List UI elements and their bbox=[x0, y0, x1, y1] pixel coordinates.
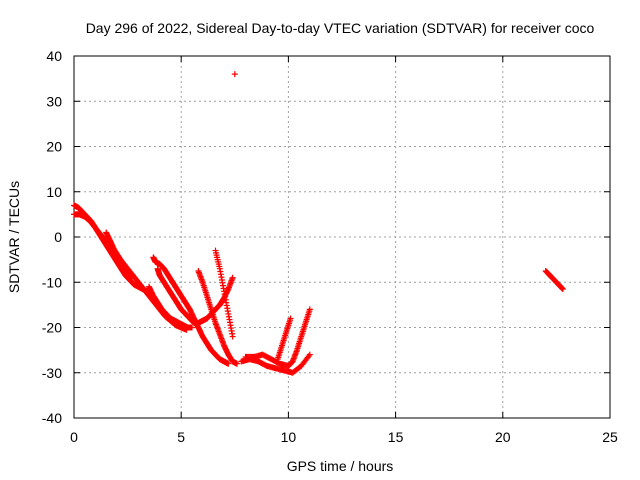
y-tick-label: 30 bbox=[46, 93, 62, 109]
grid-lines bbox=[74, 56, 610, 418]
y-tick-label: 40 bbox=[46, 48, 62, 64]
x-tick-label: 25 bbox=[602, 429, 618, 445]
chart-title: Day 296 of 2022, Sidereal Day-to-day VTE… bbox=[86, 20, 595, 36]
data-point bbox=[306, 306, 313, 313]
x-tick-label: 0 bbox=[70, 429, 78, 445]
data-point bbox=[233, 360, 240, 367]
data-point bbox=[306, 351, 313, 358]
y-tick-label: -30 bbox=[42, 365, 62, 381]
y-tick-label: -20 bbox=[42, 320, 62, 336]
x-tick-label: 20 bbox=[495, 429, 511, 445]
y-tick-label: -40 bbox=[42, 410, 62, 426]
series-arc-12 bbox=[542, 267, 566, 293]
series-arc-4 bbox=[146, 283, 195, 331]
y-tick-label: 10 bbox=[46, 184, 62, 200]
data-point bbox=[287, 315, 294, 322]
data-point bbox=[188, 324, 195, 331]
y-tick-label: 20 bbox=[46, 139, 62, 155]
x-axis-label: GPS time / hours bbox=[287, 458, 394, 474]
data-points bbox=[71, 71, 566, 376]
series-arc-10 bbox=[242, 306, 313, 369]
series-arc-3 bbox=[103, 229, 135, 281]
series-outlier bbox=[231, 71, 238, 78]
y-axis-label: SDTVAR / TECUs bbox=[6, 181, 22, 293]
series-arc-9 bbox=[238, 351, 313, 376]
x-tick-label: 5 bbox=[177, 429, 185, 445]
series-arc-11 bbox=[274, 315, 294, 363]
data-point bbox=[128, 274, 135, 281]
data-point bbox=[225, 360, 232, 367]
data-point bbox=[231, 71, 238, 78]
series-arc-7 bbox=[195, 267, 240, 367]
data-point bbox=[559, 286, 566, 293]
series-arc-8 bbox=[212, 247, 236, 340]
y-tick-label: -10 bbox=[42, 274, 62, 290]
data-point bbox=[229, 333, 236, 340]
data-point bbox=[229, 274, 236, 281]
x-tick-label: 15 bbox=[388, 429, 404, 445]
y-tick-label: 0 bbox=[54, 229, 62, 245]
x-tick-label: 10 bbox=[281, 429, 297, 445]
axis-ticks: 0 5 10 15 20 25 -40 -30 -20 -10 0 10 20 30 40 bbox=[42, 48, 618, 445]
